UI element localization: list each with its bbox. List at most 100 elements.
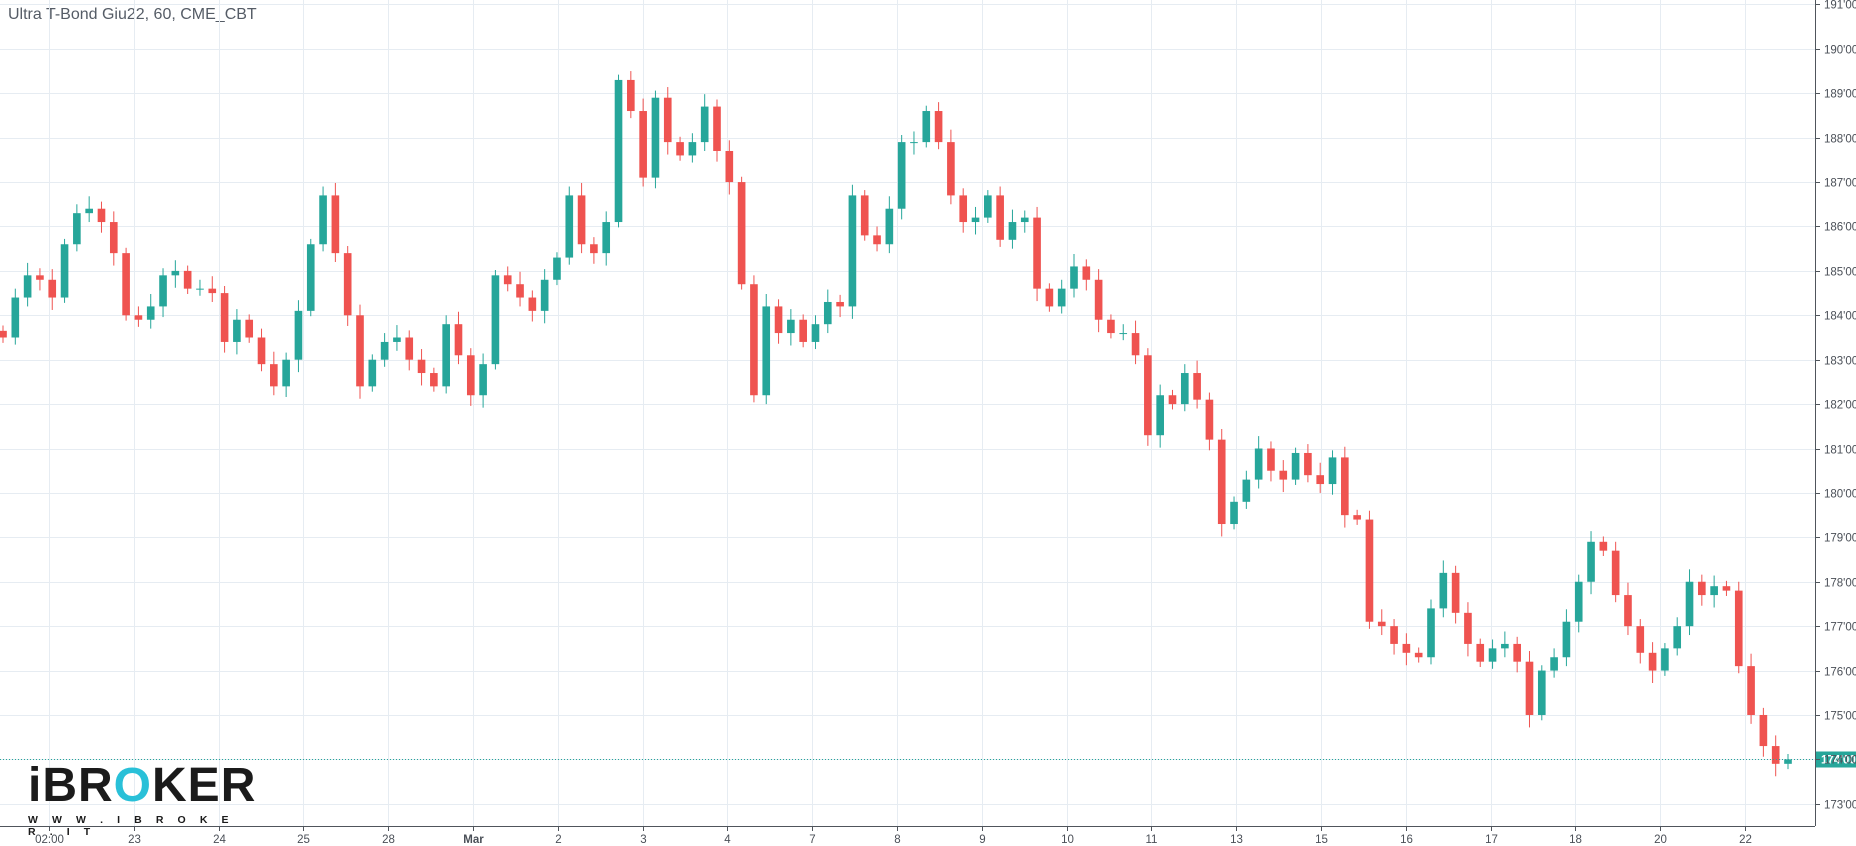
candle-body bbox=[1562, 621, 1571, 658]
candle-body bbox=[48, 279, 57, 298]
candle-body bbox=[885, 208, 894, 245]
candle-body bbox=[1082, 266, 1091, 280]
candle-body bbox=[393, 337, 401, 342]
candle-body bbox=[602, 222, 611, 254]
logo-prefix: iBR bbox=[28, 759, 114, 812]
x-tick-label: 13 bbox=[1230, 834, 1243, 846]
candle-body bbox=[109, 222, 118, 254]
x-tick-label: 8 bbox=[894, 834, 900, 846]
candle-body bbox=[1525, 661, 1534, 715]
y-tick-label: 174'00 bbox=[1824, 755, 1856, 767]
candle-body bbox=[479, 364, 487, 396]
candle-body bbox=[1193, 373, 1201, 400]
candle-body bbox=[1488, 648, 1497, 662]
candle-body bbox=[959, 195, 968, 223]
candle-body bbox=[553, 257, 561, 280]
candle-body bbox=[725, 150, 734, 183]
candle-body bbox=[1094, 279, 1103, 320]
candle-body bbox=[1279, 470, 1288, 480]
candle-body bbox=[787, 319, 795, 334]
candle-body bbox=[60, 244, 69, 298]
candle-body bbox=[1070, 266, 1078, 289]
candle-body bbox=[196, 288, 204, 290]
candle-body bbox=[331, 195, 340, 254]
candle-body bbox=[85, 208, 93, 214]
candle-body bbox=[848, 195, 857, 307]
candle-body bbox=[1636, 626, 1645, 653]
last-price-label: 174'00 bbox=[1821, 755, 1856, 767]
candle-body bbox=[282, 359, 290, 387]
candle-body bbox=[984, 195, 992, 218]
candle-body bbox=[1156, 395, 1164, 436]
candle-body bbox=[1341, 457, 1349, 516]
candle-body bbox=[294, 310, 303, 360]
candle-body bbox=[430, 373, 438, 387]
candle-body bbox=[1390, 626, 1398, 644]
x-tick-label: 11 bbox=[1146, 834, 1158, 846]
candle-body bbox=[1008, 222, 1017, 240]
candle-body bbox=[700, 106, 709, 143]
candle-body bbox=[1033, 217, 1041, 289]
y-tick-label: 189'00 bbox=[1824, 89, 1856, 101]
candle-body bbox=[897, 142, 906, 209]
candle-body bbox=[171, 270, 180, 276]
candle-body bbox=[823, 301, 832, 325]
candle-body bbox=[836, 301, 844, 307]
x-tick-label: 20 bbox=[1654, 834, 1667, 846]
candle-body bbox=[614, 79, 623, 223]
candle-body bbox=[220, 293, 229, 342]
candle-body bbox=[1353, 515, 1361, 520]
overlays: 174'00 bbox=[0, 751, 1856, 768]
candle-body bbox=[1661, 648, 1669, 671]
candle-body bbox=[1267, 448, 1275, 471]
candle-body bbox=[1722, 586, 1731, 591]
candle-body bbox=[639, 111, 647, 178]
candle-body bbox=[466, 355, 475, 396]
candle-body bbox=[1107, 319, 1115, 334]
candle-body bbox=[1513, 643, 1521, 662]
candle-body bbox=[873, 235, 881, 245]
candle-body bbox=[306, 244, 315, 311]
candle-body bbox=[811, 324, 820, 342]
candle-body bbox=[1304, 452, 1312, 476]
x-tick-label: 18 bbox=[1569, 834, 1582, 846]
logo-accent-letter: O bbox=[113, 759, 153, 812]
candle-body bbox=[1599, 541, 1608, 551]
candle-body bbox=[1451, 572, 1460, 613]
candle-body bbox=[1168, 395, 1177, 405]
candle-body bbox=[1242, 479, 1251, 502]
ibroker-logo: iBROKER W W W . I B R O K E R . I T bbox=[28, 759, 255, 839]
y-tick-label: 173'00 bbox=[1824, 800, 1856, 812]
y-tick-label: 181'00 bbox=[1824, 445, 1856, 457]
candle-body bbox=[516, 284, 524, 298]
candle-body bbox=[1254, 448, 1263, 480]
candle-body bbox=[1648, 652, 1657, 671]
candle-body bbox=[676, 142, 684, 156]
x-tick-label: 3 bbox=[640, 834, 646, 846]
y-axis: 173'00 174'00 175'00 176'00 177'00 178'00 179'… bbox=[1815, 0, 1856, 826]
candle-body bbox=[1119, 333, 1128, 335]
candle-body bbox=[417, 359, 426, 374]
candle-body bbox=[1537, 670, 1546, 715]
candle-body bbox=[1624, 595, 1632, 627]
candle-body bbox=[1673, 626, 1682, 649]
candle-body bbox=[971, 217, 980, 223]
logo-url: W W W . I B R O K E R . I T bbox=[28, 814, 235, 838]
y-tick-label: 182'00 bbox=[1824, 400, 1856, 412]
candle-body bbox=[1414, 652, 1423, 658]
candles bbox=[0, 71, 1792, 777]
candle-body bbox=[368, 359, 377, 387]
candle-body bbox=[774, 306, 783, 334]
y-tick-label: 177'00 bbox=[1824, 622, 1856, 634]
candle-body bbox=[1291, 452, 1300, 480]
candle-body bbox=[1698, 581, 1706, 596]
candle-body bbox=[208, 288, 217, 294]
y-tick-label: 175'00 bbox=[1824, 711, 1856, 723]
candle-body bbox=[1747, 666, 1755, 715]
candle-body bbox=[1550, 657, 1558, 671]
candle-body bbox=[1771, 746, 1780, 764]
candle-body bbox=[528, 297, 537, 311]
candle-body bbox=[183, 270, 192, 289]
x-tick-label: 23 bbox=[128, 834, 141, 846]
